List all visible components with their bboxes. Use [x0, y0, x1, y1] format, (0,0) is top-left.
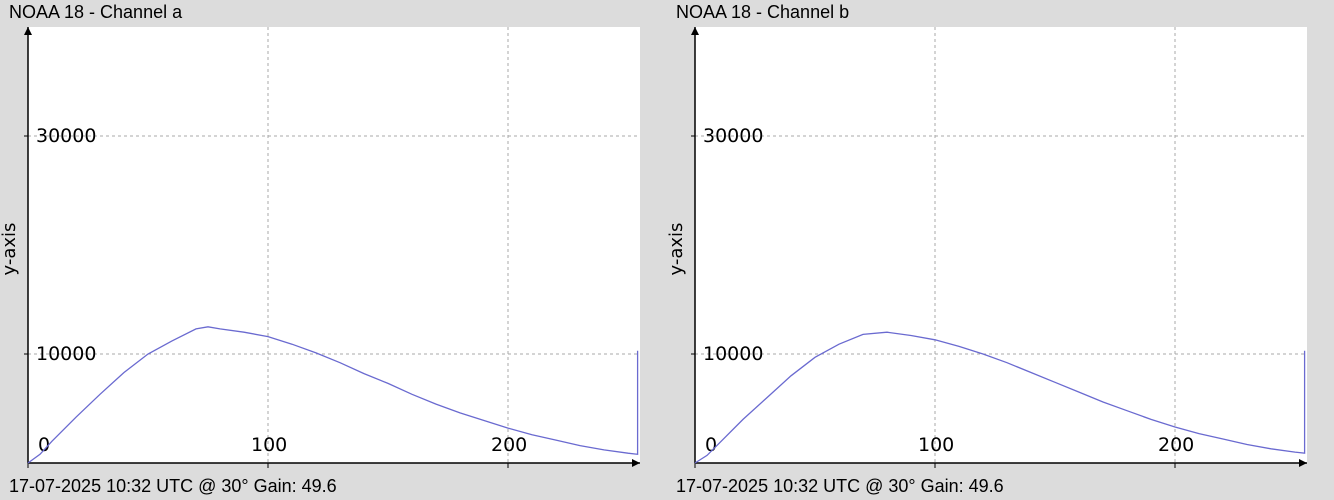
plot-area — [28, 27, 640, 463]
y-axis-arrow — [691, 27, 699, 35]
x-tick-label: 0 — [705, 434, 717, 456]
y-axis-label: y-axis — [0, 223, 20, 276]
chart-title-b: NOAA 18 - Channel b — [676, 2, 850, 22]
series-line — [27, 326, 639, 464]
y-tick-label: 10000 — [703, 343, 763, 365]
chart-b: 0 100 200 10000 30000 y-axis — [666, 27, 1307, 468]
y-axis-arrow — [24, 27, 32, 35]
x-axis-arrow — [1299, 459, 1307, 467]
chart-footer-a: 17-07-2025 10:32 UTC @ 30° Gain: 49.6 — [9, 476, 337, 496]
x-tick-label: 200 — [1158, 434, 1194, 456]
series-line — [694, 331, 1306, 464]
y-axis-label: y-axis — [666, 223, 687, 276]
y-tick-label: 10000 — [36, 343, 96, 365]
x-tick-label: 100 — [918, 434, 954, 456]
chart-a: 0 100 200 10000 30000 y-axis — [0, 27, 640, 468]
x-tick-label: 100 — [251, 434, 287, 456]
x-tick-label: 200 — [491, 434, 527, 456]
x-axis-arrow — [632, 459, 640, 467]
chart-title-a: NOAA 18 - Channel a — [9, 2, 183, 22]
x-tick-label: 0 — [38, 434, 50, 456]
y-tick-label: 30000 — [36, 125, 96, 147]
chart-footer-b: 17-07-2025 10:32 UTC @ 30° Gain: 49.6 — [676, 476, 1004, 496]
plot-area — [695, 27, 1307, 463]
y-tick-label: 30000 — [703, 125, 763, 147]
